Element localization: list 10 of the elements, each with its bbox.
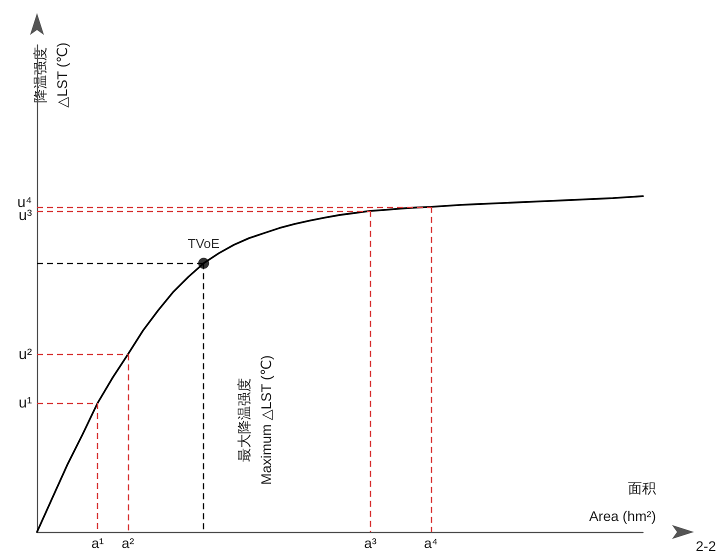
series-label: TVoE [188, 236, 220, 251]
ref-line-label: u² [18, 346, 32, 363]
x-tick-label: a⁴ [424, 535, 438, 551]
x-axis-title: 面积 Area (hm²) [589, 480, 656, 524]
ref-line-label: u¹ [18, 394, 32, 412]
text: 2-2 [696, 538, 716, 554]
x-tick-label: a² [122, 535, 134, 551]
x-tick-label: a³ [364, 535, 377, 551]
annotation: 最大降温强度 Maximum △LST (℃) [236, 355, 274, 485]
x-tick-label: a¹ [91, 535, 104, 551]
